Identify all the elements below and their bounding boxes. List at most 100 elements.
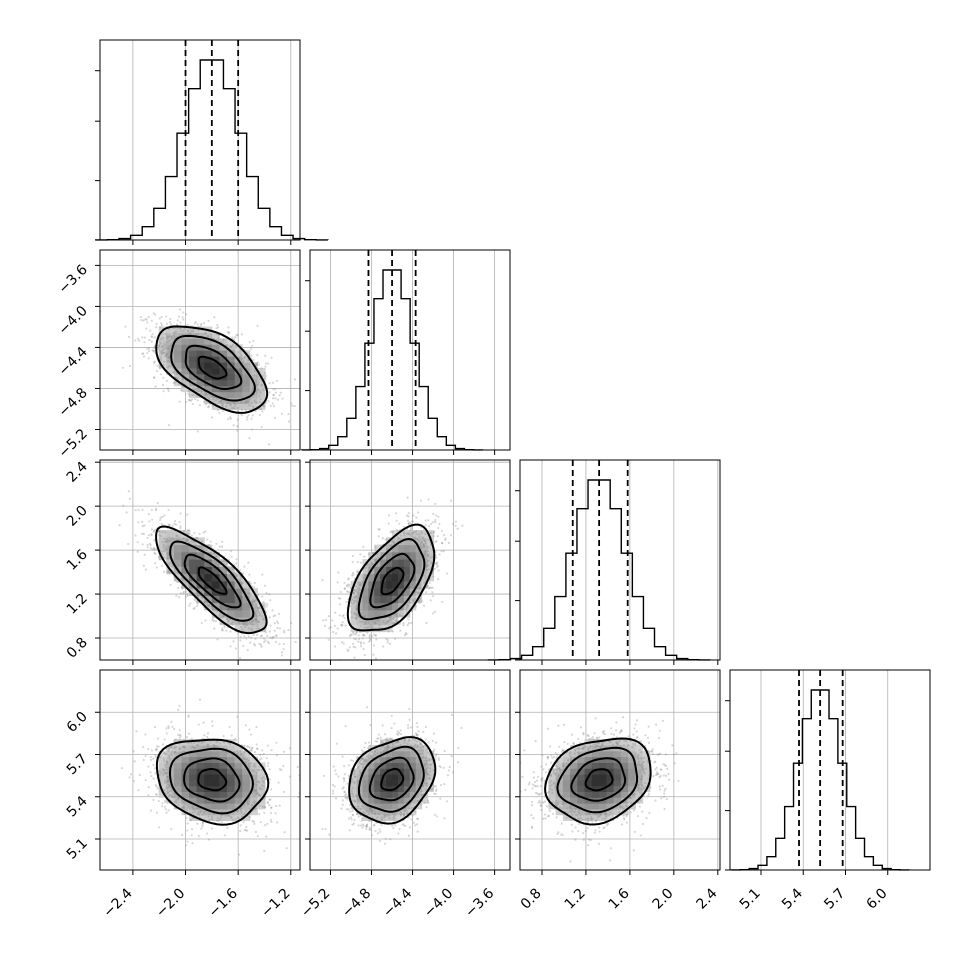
scatter-point xyxy=(655,723,658,726)
scatter-point xyxy=(628,796,631,799)
scatter-point xyxy=(163,549,166,552)
scatter-point xyxy=(399,811,402,814)
scatter-point xyxy=(251,792,254,795)
scatter-point xyxy=(373,633,376,636)
density-cell xyxy=(421,768,429,775)
density-cell xyxy=(577,750,586,758)
scatter-point xyxy=(401,607,404,611)
scatter-point xyxy=(324,827,327,831)
scatter-point xyxy=(427,519,430,522)
scatter-point xyxy=(582,731,585,735)
scatter-point xyxy=(199,811,202,814)
scatter-point xyxy=(222,405,225,408)
scatter-point xyxy=(238,357,241,360)
scatter-point xyxy=(604,812,607,815)
scatter-point xyxy=(151,518,154,521)
scatter-point xyxy=(165,780,168,784)
scatter-point xyxy=(590,820,594,823)
scatter-point xyxy=(389,737,392,740)
scatter-point xyxy=(395,519,398,522)
scatter-point xyxy=(256,361,260,364)
density-cell xyxy=(380,808,387,816)
scatter-point xyxy=(359,771,362,774)
scatter-point xyxy=(625,801,628,804)
scatter-point xyxy=(586,733,589,737)
scatter-point xyxy=(632,849,635,852)
scatter-point xyxy=(161,515,164,519)
scatter-point xyxy=(344,796,347,799)
scatter-point xyxy=(386,737,389,740)
scatter-point xyxy=(205,393,208,396)
density-cell xyxy=(555,768,564,775)
density-cell xyxy=(196,332,205,339)
density-cell xyxy=(613,803,622,810)
scatter-point xyxy=(255,783,258,787)
scatter-point xyxy=(215,555,219,558)
scatter-point xyxy=(140,318,143,322)
density-cell xyxy=(613,756,622,763)
scatter-point xyxy=(640,751,643,754)
scatter-point xyxy=(551,756,554,760)
scatter-point xyxy=(412,734,416,737)
scatter-point xyxy=(207,319,210,323)
scatter-point xyxy=(442,766,445,769)
scatter-point xyxy=(141,525,144,528)
scatter-point xyxy=(194,320,197,324)
scatter-point xyxy=(333,785,336,788)
scatter-point xyxy=(255,789,258,792)
scatter-point xyxy=(206,538,209,541)
scatter-point xyxy=(153,529,156,532)
y-tick-label-4: −3.6 xyxy=(55,262,90,297)
scatter-point xyxy=(411,532,414,535)
scatter-point xyxy=(187,715,190,718)
scatter-point xyxy=(188,333,192,336)
contour-3-1-2 xyxy=(357,745,425,813)
density-cell xyxy=(189,338,198,345)
density-cell xyxy=(242,609,251,618)
scatter-point xyxy=(346,583,349,586)
scatter-point xyxy=(167,539,170,543)
scatter-point xyxy=(167,809,170,812)
density-cell xyxy=(181,756,190,763)
y-tick-label-2: 1.6 xyxy=(64,547,91,574)
scatter-point xyxy=(244,401,248,404)
scatter-point xyxy=(414,732,418,735)
scatter-point xyxy=(384,837,387,840)
scatter-point xyxy=(153,725,157,729)
scatter-point xyxy=(178,521,181,524)
scatter-point xyxy=(257,606,261,610)
scatter-point xyxy=(248,765,251,768)
density-cell xyxy=(397,808,405,816)
scatter-point xyxy=(185,595,188,598)
density-cell xyxy=(350,602,358,611)
scatter-point xyxy=(530,800,534,804)
scatter-point xyxy=(255,725,258,729)
scatter-point xyxy=(602,732,605,735)
scatter-point xyxy=(204,332,207,335)
scatter-point xyxy=(422,538,425,541)
scatter-point xyxy=(353,818,356,822)
density-cell xyxy=(591,774,600,781)
scatter-point xyxy=(185,590,188,593)
density-cell xyxy=(409,580,417,589)
scatter-point xyxy=(233,404,236,408)
scatter-point xyxy=(386,814,389,817)
scatter-point xyxy=(409,528,412,531)
scatter-point xyxy=(386,748,389,751)
scatter-point xyxy=(587,747,590,750)
density-cell xyxy=(397,530,405,538)
density-cell xyxy=(628,791,636,798)
scatter-point xyxy=(184,401,188,404)
density-cell xyxy=(196,745,205,752)
density-cell xyxy=(204,803,213,810)
scatter-point xyxy=(246,401,249,404)
scatter-point xyxy=(548,790,551,793)
density-cell xyxy=(606,762,615,769)
scatter-point xyxy=(348,583,351,586)
density-cell xyxy=(219,338,228,345)
scatter-point xyxy=(178,728,181,732)
scatter-point xyxy=(559,771,563,774)
density-cell xyxy=(249,779,258,787)
scatter-point xyxy=(148,349,151,353)
density-cell xyxy=(397,609,405,618)
